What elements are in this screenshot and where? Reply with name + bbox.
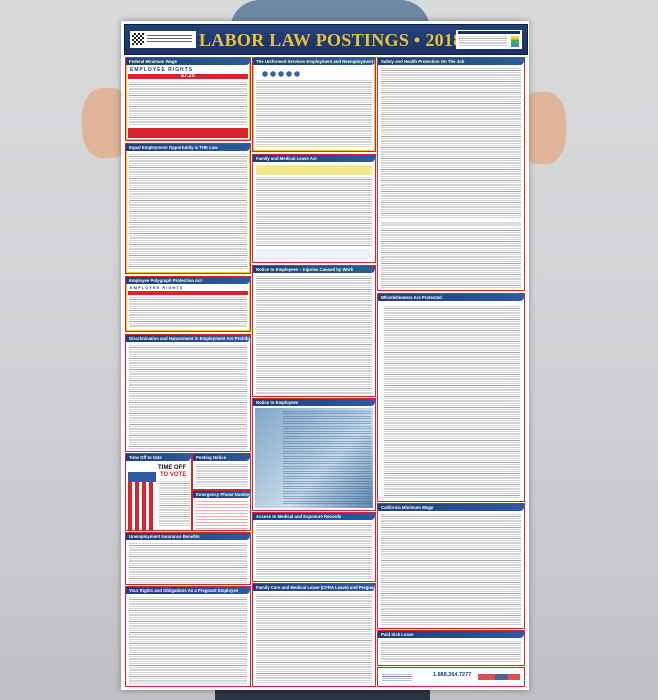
panel-pregnant-employee: Your Rights and Obligations As a Pregnan…	[125, 586, 251, 687]
panel-eeo: Equal Employment Opportunity is THE Law	[125, 143, 251, 274]
panel-title: Notice to Employees	[253, 399, 375, 406]
panel-title: California Minimum Wage	[378, 504, 524, 511]
panel-title: Safety and Health Protection On The Job	[378, 58, 524, 65]
panel-paid-sick-leave: Paid Sick Leave	[377, 630, 525, 666]
vote-headline-2: TO VOTE	[160, 472, 187, 478]
panel-medical-records: Access to Medical and Exposure Records	[252, 512, 376, 582]
panel-title: Whistleblowers Are Protected	[378, 294, 524, 301]
panel-title: Your Rights and Obligations As a Pregnan…	[126, 587, 250, 594]
footer-phone: 1.888.264.7277	[433, 672, 472, 678]
panel-whistleblowers: Whistleblowers Are Protected	[377, 293, 525, 502]
panel-polygraph: Employee Polygraph Protection Act EMPLOY…	[125, 276, 251, 332]
compliance-badge	[456, 30, 522, 49]
panel-title: Emergency Phone Numbers	[193, 491, 250, 498]
poster-title: LABOR LAW POSTINGS • 2018	[199, 30, 463, 50]
panel-userra: The Uniformed Services Employment and Re…	[252, 57, 376, 152]
employee-rights-banner: EMPLOYEE RIGHTS	[130, 285, 184, 290]
vote-headline-1: TIME OFF	[158, 465, 186, 471]
wage-value: $7.25	[181, 73, 195, 79]
panel-title: Equal Employment Opportunity is THE Law	[126, 144, 250, 151]
panel-unemployment: Unemployment Insurance Benefits	[125, 532, 251, 585]
panel-title: The Uniformed Services Employment and Re…	[253, 58, 375, 65]
panel-work-injuries: Notice to Employees – Injuries Caused by…	[252, 265, 376, 397]
panel-title: Notice to Employees – Injuries Caused by…	[253, 266, 375, 273]
panel-ca-minimum-wage: California Minimum Wage	[377, 503, 525, 629]
panel-time-off-to-vote: Time Off to Vote TIME OFF TO VOTE	[125, 453, 192, 531]
panel-title: Access to Medical and Exposure Records	[253, 513, 375, 520]
panel-title: Posting Notice	[193, 454, 250, 461]
poster-header: LABOR LAW POSTINGS • 2018	[124, 24, 528, 55]
panel-cfra: Family Care and Medical Leave (CFRA Leav…	[252, 583, 376, 687]
poster-footer: 1.888.264.7277	[377, 667, 525, 687]
qr-text	[147, 35, 192, 43]
employee-rights-banner: EMPLOYEE RIGHTS	[130, 67, 194, 73]
panel-posting-notice: Posting Notice	[192, 453, 251, 490]
ballot-box-illustration	[128, 472, 156, 530]
panel-federal-minimum-wage: Federal Minimum Wage EMPLOYEE RIGHTS $7.…	[125, 57, 251, 141]
panel-title: Federal Minimum Wage	[126, 58, 250, 65]
panel-notice-to-employees: Notice to Employees	[252, 398, 376, 511]
panel-title: Family and Medical Leave Act	[253, 155, 375, 162]
panel-emergency-numbers: Emergency Phone Numbers	[192, 490, 251, 531]
panel-title: Unemployment Insurance Benefits	[126, 533, 250, 540]
qr-code-box	[130, 31, 196, 48]
panel-title: Paid Sick Leave	[378, 631, 524, 638]
panel-osha: Safety and Health Protection On The Job	[377, 57, 525, 291]
qr-code-icon	[132, 33, 144, 45]
panel-discrimination: Discrimination and Harassment in Employm…	[125, 334, 251, 452]
labor-law-poster: LABOR LAW POSTINGS • 2018 Federal Minimu…	[121, 21, 529, 690]
panel-fmla: Family and Medical Leave Act	[252, 154, 376, 263]
panel-title: Employee Polygraph Protection Act	[126, 277, 250, 284]
panel-title: Discrimination and Harassment in Employm…	[126, 335, 250, 342]
brand-logo	[478, 674, 520, 680]
panel-title: Time Off to Vote	[126, 454, 191, 461]
agency-seals	[261, 71, 301, 77]
panel-title: Family Care and Medical Leave (CFRA Leav…	[253, 584, 375, 591]
